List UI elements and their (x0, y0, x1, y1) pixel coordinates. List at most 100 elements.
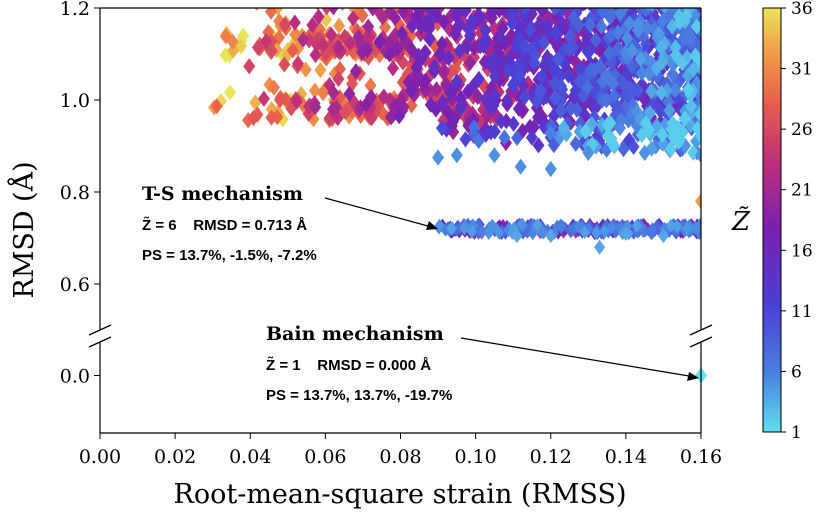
scatter-point (656, 53, 669, 71)
scatter-point (530, 93, 543, 110)
scatter-point (512, 100, 525, 117)
scatter-point (257, 90, 270, 107)
scatter-point (512, 57, 525, 74)
scatter-point (517, 217, 528, 232)
scatter-point (632, 17, 645, 34)
ts-annotation-line1: Z̃ = 6 RMSD = 0.713 Å (142, 216, 307, 234)
scatter-point (210, 98, 223, 115)
scatter-point (464, 54, 477, 71)
scatter-point (415, 18, 428, 35)
scatter-point (599, 67, 612, 84)
scatter-point (569, 135, 582, 152)
scatter-point (587, 62, 600, 79)
scatter-point (297, 31, 310, 48)
scatter-point (317, 85, 330, 102)
scatter-point (671, 87, 684, 104)
scatter-point (580, 8, 586, 12)
scatter-point (649, 8, 656, 12)
scatter-point (267, 79, 280, 96)
scatter-point (362, 18, 375, 35)
scatter-point (669, 47, 682, 64)
scatter-point (495, 113, 508, 130)
x-tick-label: 0.06 (304, 446, 346, 468)
scatter-point (507, 76, 520, 93)
scatter-point (514, 158, 527, 175)
scatter-point (694, 128, 701, 145)
scatter-point (343, 85, 356, 102)
scatter-point (568, 8, 573, 12)
scatter-point (662, 0, 674, 7)
scatter-point (501, 92, 514, 109)
scatter-point (476, 224, 487, 239)
scatter-point (492, 54, 505, 71)
scatter-point (510, 38, 523, 55)
scatter-point (645, 83, 658, 100)
scatter-point (487, 218, 498, 233)
scatter-point (309, 99, 322, 116)
scatter-point (383, 8, 396, 21)
scatter-point (243, 58, 256, 75)
x-tick-label: 0.04 (229, 446, 271, 468)
scatter-point (386, 60, 399, 77)
ts-annotation-title: T-S mechanism (142, 183, 303, 205)
scatter-point (694, 52, 701, 70)
scatter-point (540, 0, 552, 7)
scatter-point (545, 228, 557, 244)
colorbar-tick-label: 11 (791, 302, 813, 322)
scatter-point (481, 107, 494, 124)
scatter-point (339, 103, 352, 121)
scatter-point (430, 81, 443, 98)
scatter-point (636, 0, 648, 7)
scatter-point (542, 22, 555, 39)
scatter-point (352, 29, 365, 46)
scatter-point (432, 149, 445, 166)
scatter-point (555, 86, 568, 103)
scatter-point (533, 16, 546, 33)
scatter-point (613, 119, 626, 137)
scatter-point (660, 8, 669, 14)
scatter-point (289, 26, 302, 43)
scatter-point (488, 68, 501, 85)
scatter-point (511, 129, 524, 146)
scatter-point (658, 35, 671, 52)
scatter-point (621, 30, 634, 47)
scatter-point (327, 84, 340, 101)
scatter-point (626, 42, 639, 59)
scatter-point (562, 67, 575, 84)
scatter-point (640, 35, 653, 53)
colorbar-gradient (762, 7, 782, 433)
scatter-point (544, 160, 557, 178)
x-axis-ticks: 0.00 0.02 0.04 0.06 0.08 0.10 0.12 0.14 0.16 (79, 433, 722, 468)
scatter-point (524, 118, 537, 135)
scatter-point (634, 51, 647, 68)
scatter-point (604, 115, 617, 132)
scatter-point (597, 0, 609, 7)
scatter-point (396, 25, 409, 42)
scatter-point (299, 8, 300, 9)
scatter-point (549, 24, 562, 42)
scatter-point (511, 228, 523, 244)
scatter-point (646, 15, 659, 32)
scatter-point (332, 39, 345, 56)
ts-annotation-line2: PS = 13.7%, -1.5%, -7.2% (142, 247, 317, 264)
scatter-point (288, 0, 300, 8)
scatter-point (360, 96, 373, 113)
scatter-point (402, 73, 415, 91)
scatter-point (612, 24, 625, 41)
scatter-point (641, 20, 654, 37)
scatter-point (555, 78, 568, 95)
scatter-point (265, 109, 278, 126)
scatter-point (502, 62, 515, 79)
scatter-point (582, 144, 595, 161)
scatter-point (499, 8, 512, 20)
scatter-point (525, 129, 538, 146)
scatter-point (537, 89, 550, 107)
scatter-point (434, 8, 435, 9)
scatter-point (363, 29, 376, 46)
scatter-point (583, 16, 596, 33)
scatter-point (619, 98, 632, 115)
scatter-point (684, 106, 697, 123)
